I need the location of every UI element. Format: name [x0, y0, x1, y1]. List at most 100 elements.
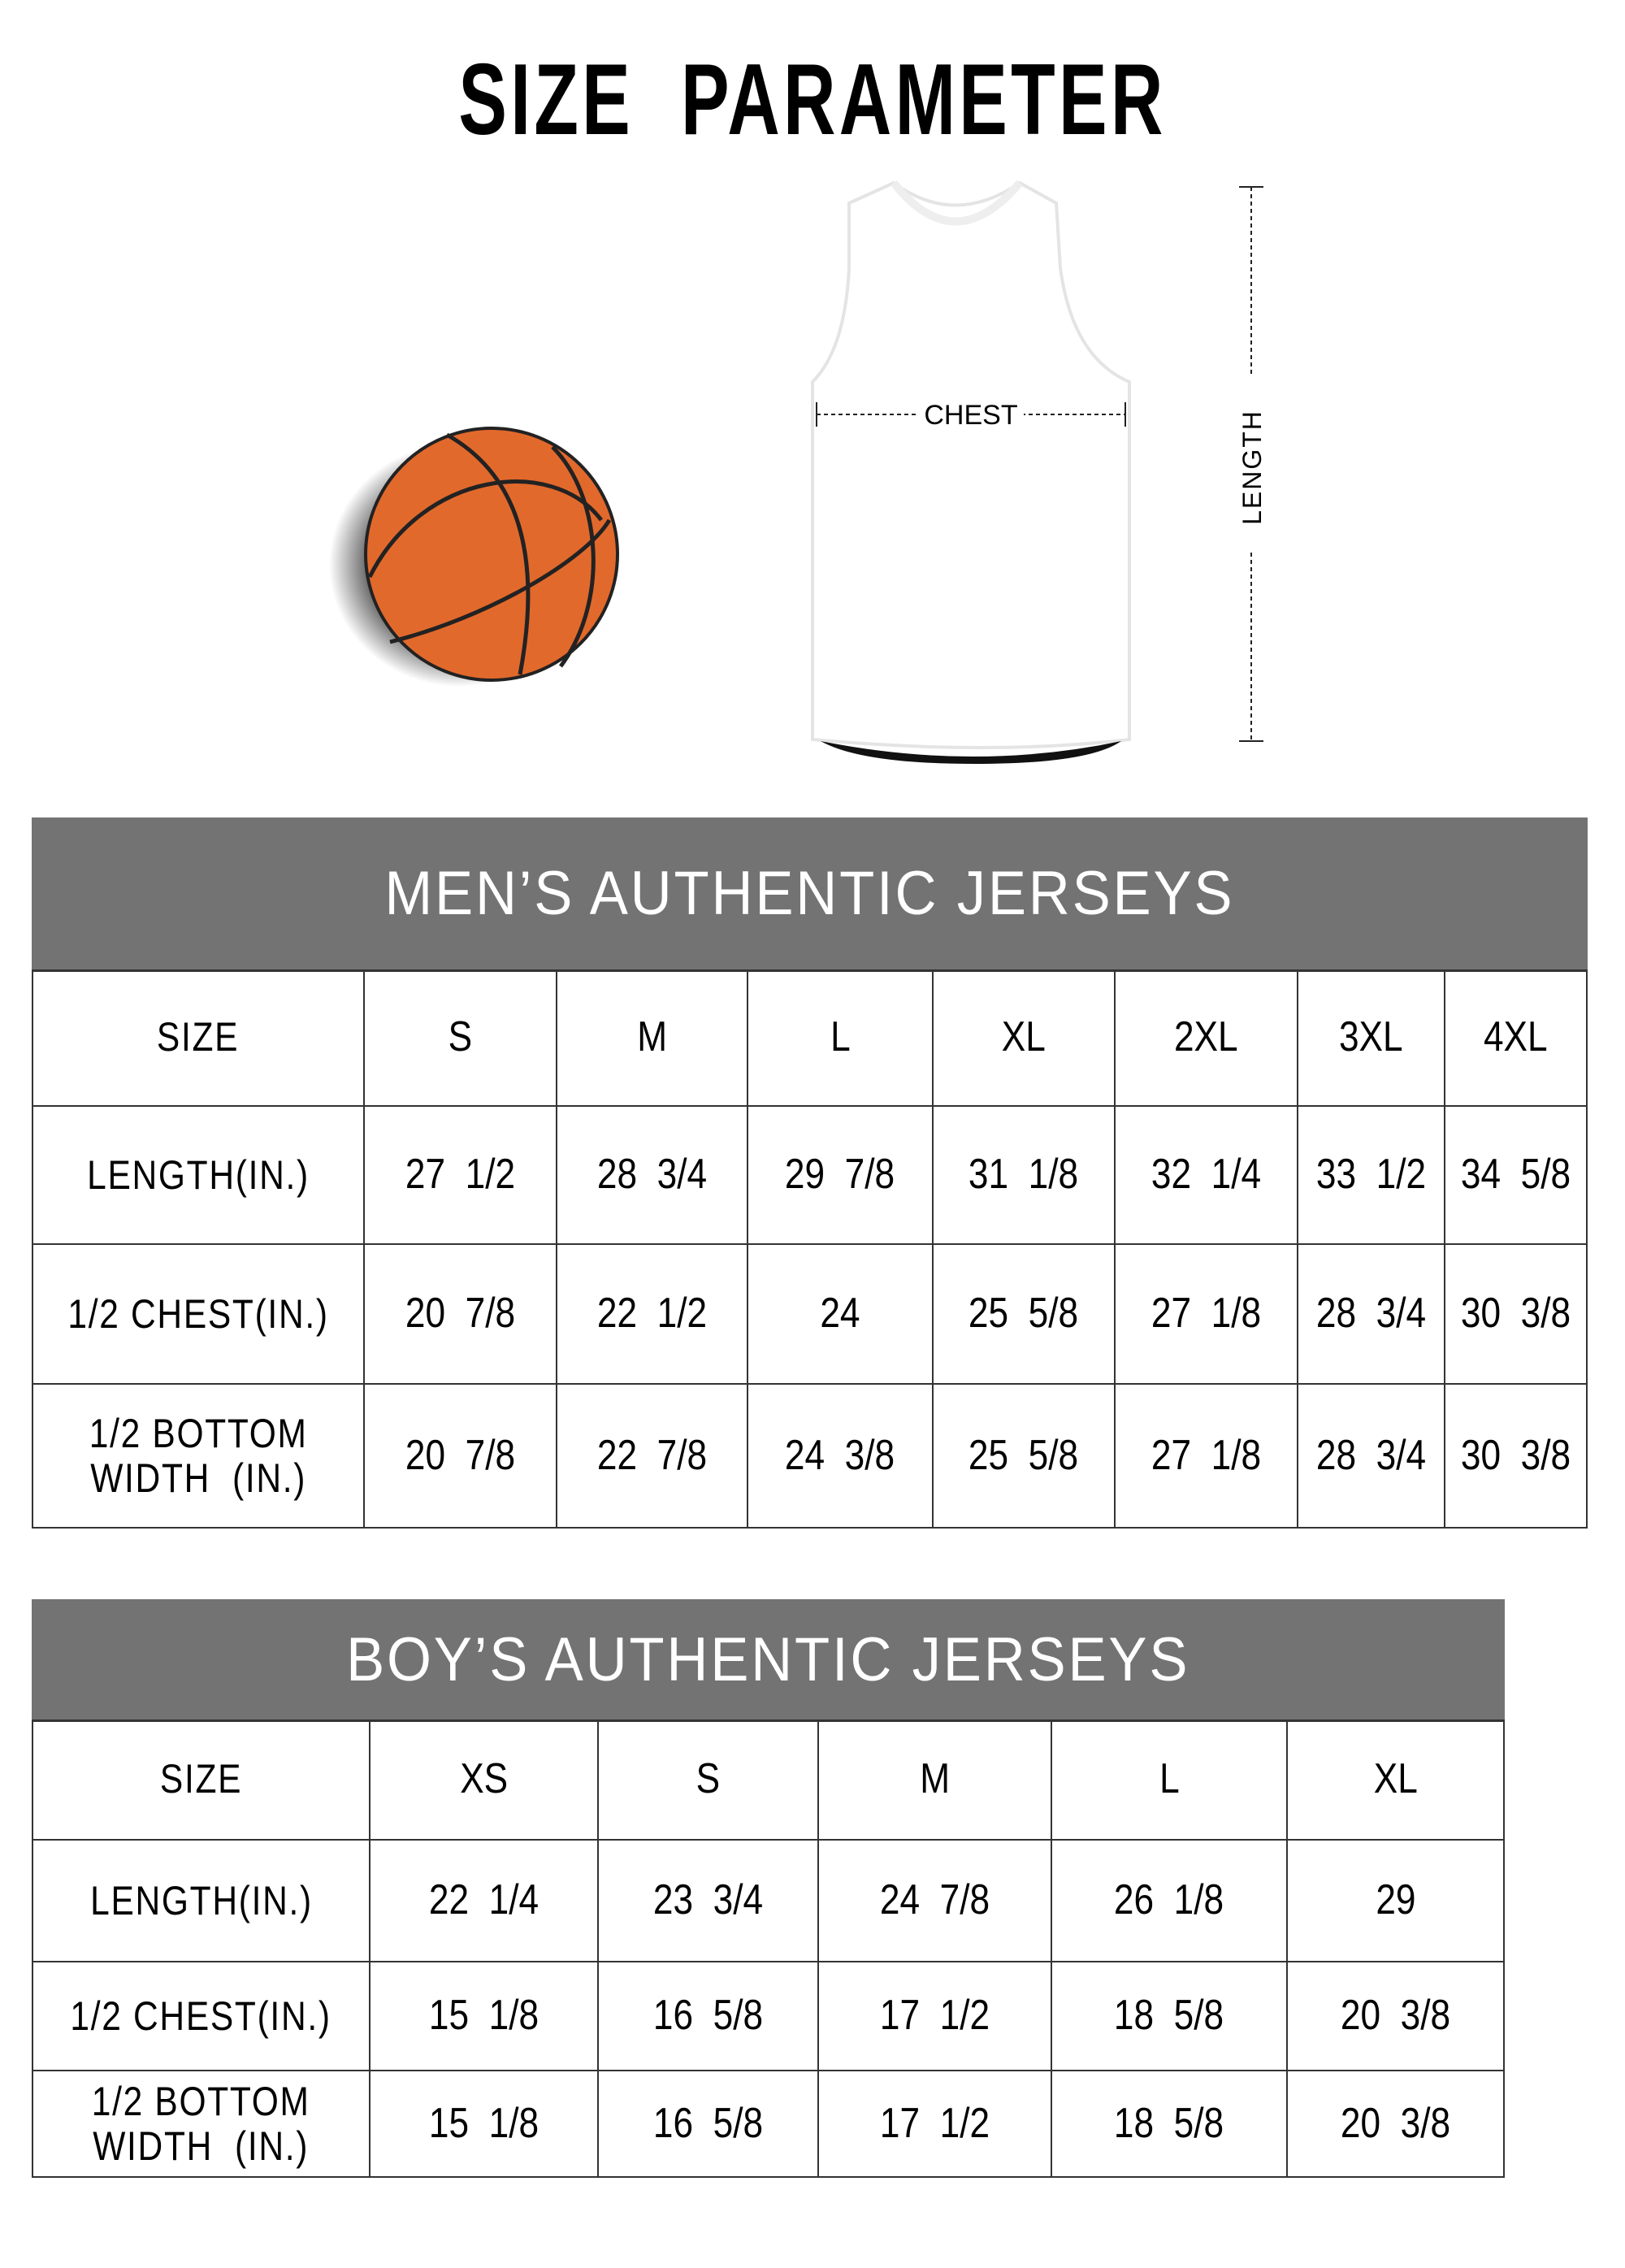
size-header: SIZE — [32, 969, 365, 1107]
cell-text: 25 5/8 — [968, 1431, 1079, 1479]
cell-text: 20 3/8 — [1340, 1992, 1451, 2040]
cell-text: 33 1/2 — [1315, 1151, 1427, 1199]
table-cell: 27 1/8 — [1116, 1385, 1298, 1529]
table-title: BOY’S AUTHENTIC JERSEYS — [32, 1599, 1505, 1722]
table-cell: 25 5/8 — [934, 1245, 1116, 1385]
size-column-header: XS — [370, 1719, 599, 1841]
table-cell: 29 — [1288, 1841, 1505, 1962]
table-cell: 28 3/4 — [1298, 1245, 1445, 1385]
cell-text: 31 1/8 — [968, 1151, 1079, 1199]
table-cell: 25 5/8 — [934, 1385, 1116, 1529]
cell-text: 28 3/4 — [596, 1151, 708, 1199]
size-header: SIZE — [32, 1719, 370, 1841]
cell-text: XS — [460, 1754, 508, 1802]
table-cell: 29 7/8 — [748, 1107, 934, 1245]
table-cell: 26 1/8 — [1052, 1841, 1288, 1962]
cell-text: 22 7/8 — [596, 1431, 708, 1479]
table-cell: 22 1/4 — [370, 1841, 599, 1962]
cell-text: 20 7/8 — [405, 1290, 516, 1338]
size-column-header: M — [557, 969, 748, 1107]
page-title: SIZE PARAMETER — [458, 44, 1167, 156]
table-cell: 34 5/8 — [1445, 1107, 1588, 1245]
size-column-header: L — [748, 969, 934, 1107]
size-column-header: 2XL — [1116, 969, 1298, 1107]
table-cell: 28 3/4 — [557, 1107, 748, 1245]
table-cell: 27 1/2 — [365, 1107, 557, 1245]
cell-text: 24 3/8 — [785, 1431, 895, 1479]
table-cell: 24 3/8 — [748, 1385, 934, 1529]
table-cell: 22 1/2 — [557, 1245, 748, 1385]
cell-text: 28 3/4 — [1315, 1290, 1427, 1338]
size-column-header: S — [365, 969, 557, 1107]
table-cell: 18 5/8 — [1052, 1962, 1288, 2071]
table-cell: 20 3/8 — [1288, 1962, 1505, 2071]
table-cell: 33 1/2 — [1298, 1107, 1445, 1245]
size-column-header: 4XL — [1445, 969, 1588, 1107]
cell-text: 30 3/8 — [1460, 1431, 1571, 1479]
table-title: MEN’S AUTHENTIC JERSEYS — [32, 817, 1588, 972]
table-title-text: MEN’S AUTHENTIC JERSEYS — [384, 859, 1235, 928]
cell-text: 18 5/8 — [1114, 2099, 1224, 2147]
cell-text: 1/2 CHEST(IN.) — [67, 1290, 329, 1337]
table-cell: 27 1/8 — [1116, 1245, 1298, 1385]
cell-text: 1/2 CHEST(IN.) — [70, 1993, 332, 2039]
cell-text: 20 7/8 — [405, 1431, 516, 1479]
cell-text: 27 1/2 — [405, 1151, 516, 1199]
cell-text: LENGTH(IN.) — [87, 1151, 310, 1198]
table-cell: 20 3/8 — [1288, 2071, 1505, 2178]
cell-text: 15 1/8 — [428, 1992, 540, 2040]
size-column-header: 3XL — [1298, 969, 1445, 1107]
size-column-header: M — [819, 1719, 1052, 1841]
cell-text: 4XL — [1484, 1013, 1548, 1060]
cell-text: 34 5/8 — [1460, 1151, 1571, 1199]
cell-text: S — [696, 1754, 721, 1802]
measurement-label: LENGTH(IN.) — [32, 1841, 370, 1962]
table-title-text: BOY’S AUTHENTIC JERSEYS — [346, 1624, 1190, 1694]
size-column-header: S — [599, 1719, 819, 1841]
table-cell: 20 7/8 — [365, 1385, 557, 1529]
measurement-label: 1/2 BOTTOM WIDTH (IN.) — [32, 1385, 365, 1529]
cell-text: 30 3/8 — [1460, 1290, 1571, 1338]
measurement-label: LENGTH(IN.) — [32, 1107, 365, 1245]
table-cell: 24 — [748, 1245, 934, 1385]
table-cell: 24 7/8 — [819, 1841, 1052, 1962]
table-cell: 22 7/8 — [557, 1385, 748, 1529]
table-cell: 23 3/4 — [599, 1841, 819, 1962]
cell-text: 17 1/2 — [879, 1992, 990, 2040]
size-column-header: XL — [934, 969, 1116, 1107]
cell-text: 18 5/8 — [1114, 1992, 1224, 2040]
measurement-label: 1/2 CHEST(IN.) — [32, 1962, 370, 2071]
table-cell: 16 5/8 — [599, 2071, 819, 2178]
table-cell: 16 5/8 — [599, 1962, 819, 2071]
measurement-label: 1/2 BOTTOM WIDTH (IN.) — [32, 2071, 370, 2178]
cell-text: LENGTH(IN.) — [89, 1877, 313, 1923]
chest-label: CHEST — [924, 400, 1017, 431]
cell-text: 22 1/4 — [428, 1876, 540, 1924]
table-cell: 17 1/2 — [819, 1962, 1052, 2071]
cell-text: 24 — [820, 1290, 860, 1338]
table-cell: 15 1/8 — [370, 2071, 599, 2178]
cell-text: 26 1/8 — [1114, 1876, 1224, 1924]
cell-text: 16 5/8 — [652, 2099, 764, 2147]
cell-text: SIZE — [159, 1756, 243, 1802]
cell-text: M — [637, 1013, 667, 1060]
table-cell: 32 1/4 — [1116, 1107, 1298, 1245]
table-cell: 31 1/8 — [934, 1107, 1116, 1245]
cell-text: 27 1/8 — [1150, 1431, 1262, 1479]
cell-text: 22 1/2 — [596, 1290, 708, 1338]
cell-text: 15 1/8 — [428, 2099, 540, 2147]
jersey-diagram: CHEST LENGTH — [811, 180, 1268, 764]
cell-text: M — [920, 1754, 950, 1802]
cell-text: 29 7/8 — [785, 1151, 895, 1199]
cell-text: 29 — [1375, 1876, 1416, 1924]
cell-text: 24 7/8 — [879, 1876, 990, 1924]
cell-text: 25 5/8 — [968, 1290, 1079, 1338]
cell-text: 32 1/4 — [1150, 1151, 1262, 1199]
table-cell: 30 3/8 — [1445, 1245, 1588, 1385]
size-column-header: L — [1052, 1719, 1288, 1841]
cell-text: 17 1/2 — [879, 2099, 990, 2147]
size-column-header: XL — [1288, 1719, 1505, 1841]
table-cell: 18 5/8 — [1052, 2071, 1288, 2178]
cell-text: SIZE — [157, 1014, 240, 1060]
cell-text: 1/2 BOTTOM WIDTH (IN.) — [92, 2078, 310, 2169]
